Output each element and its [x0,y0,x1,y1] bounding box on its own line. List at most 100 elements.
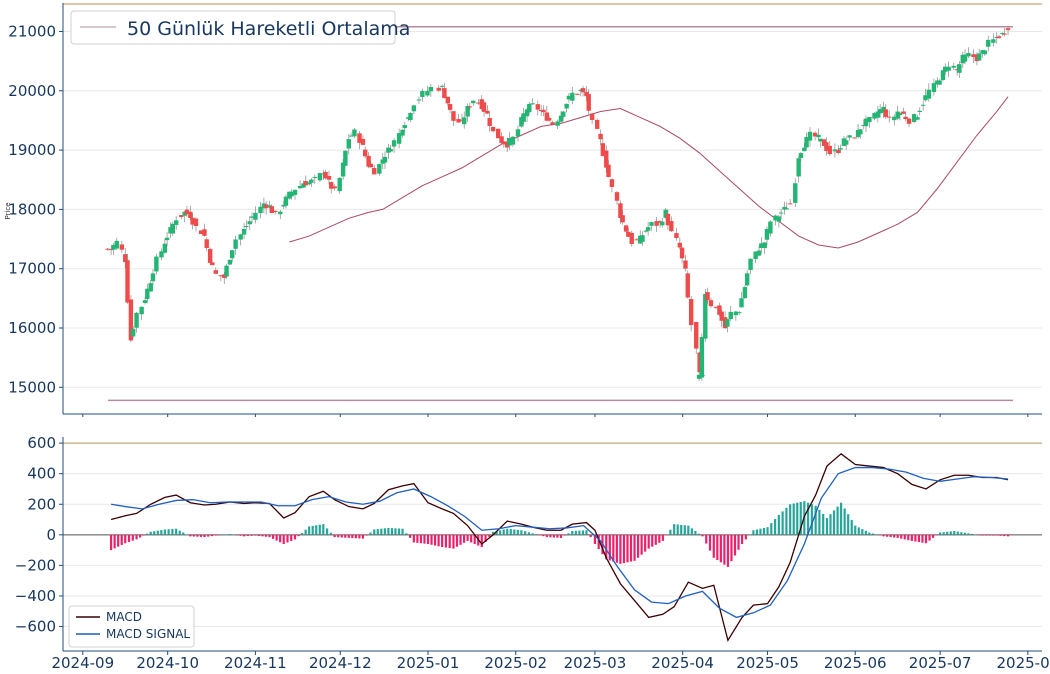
histogram-bar [781,511,784,535]
histogram-bar [683,525,686,535]
candle-up [699,336,705,378]
candle-up [858,129,863,135]
candle-down [459,119,465,121]
histogram-bar [271,534,275,539]
histogram-bar [822,513,825,535]
legend-label-ma: 50 Günlük Hareketli Ortalama [127,18,410,40]
candle-down [218,275,224,277]
candle-up [168,227,173,234]
histogram-bar [605,534,608,560]
histogram-bar [633,534,636,561]
histogram-bar [286,534,289,543]
y-tick-label: 17000 [8,260,56,278]
histogram-bar [806,502,810,535]
candle-up [841,138,847,146]
x-tick-label: 2025-05 [736,654,799,672]
histogram-bar [799,501,802,535]
candle-up [696,374,702,379]
histogram-bar [257,534,261,536]
candle-down [501,141,507,145]
histogram-bar [383,528,386,535]
histogram-bar [893,534,896,538]
candle-down [499,136,504,144]
candle-down [546,117,552,121]
histogram-bar [777,514,780,535]
histogram-bar [279,534,282,543]
candle-down [677,242,683,248]
candle-up [462,117,467,125]
histogram-bar [810,504,813,535]
histogram-bar [850,519,853,535]
candle-down [824,142,829,151]
candle-down [629,232,634,244]
macd-lines [110,452,1009,642]
candle-down [669,221,674,232]
candle-up [346,139,351,149]
histogram-bar [981,534,984,536]
histogram-bar [956,531,959,535]
histogram-bar [329,532,332,535]
candle-down [685,273,690,298]
candle-up [425,91,430,96]
x-tick-label: 2025-03 [564,654,627,672]
histogram-bar [985,534,988,536]
candle-down [586,94,591,111]
histogram-bar [963,532,966,535]
candle-up [249,216,255,218]
histogram-bar [924,534,928,544]
histogram-bar [759,528,762,535]
histogram-bar [847,514,850,535]
histogram-bar [868,532,871,535]
histogram-bar [676,524,679,535]
candle-up [247,221,252,225]
histogram-bar [160,530,163,535]
histogram-bar [506,528,509,535]
histogram-bar [669,529,672,535]
histogram-bar [426,534,430,544]
histogram-bar [235,534,239,536]
candle-down [490,126,496,132]
histogram-bar [914,534,917,542]
histogram-bar [448,534,451,549]
candle-up [728,311,733,320]
candle-down [329,182,334,189]
histogram-bar [708,534,712,551]
candle-down [623,225,629,232]
histogram-bar [999,534,1002,536]
macd-legend-box [68,605,195,648]
histogram-bar [214,534,217,536]
histogram-bar [619,534,622,564]
candle-up [566,95,572,100]
candle-up [162,243,168,253]
candle-up [428,86,434,92]
candle-up [863,118,869,127]
candlestick-layer [105,26,1011,381]
histogram-bar [149,531,152,535]
candle-down [332,186,337,189]
candle-down [550,122,555,125]
candle-up [507,137,512,146]
histogram-bar [661,534,664,541]
x-axis: 2024-09 2024-10 2024-11 2024-12 2025-01 2025-… [51,414,1050,672]
candle-up [807,131,813,141]
candle-down [436,87,441,91]
histogram-bar [988,534,991,536]
candle-down [719,311,724,321]
candle-up [703,293,708,339]
histogram-bar [318,524,321,535]
histogram-bar [408,534,412,538]
x-tick-label: 2024-09 [51,654,114,672]
candle-up [352,129,357,137]
histogram-bar [622,534,626,564]
candle-up [524,109,530,117]
candle-down [836,149,841,153]
histogram-bar [910,534,913,541]
candle-up [224,265,229,277]
histogram-bar [455,534,459,547]
candle-up [258,206,263,214]
candle-down [821,139,827,146]
histogram-bar [960,532,963,535]
histogram-bar [358,534,361,539]
histogram-bar [644,534,647,552]
candle-down [366,155,371,167]
